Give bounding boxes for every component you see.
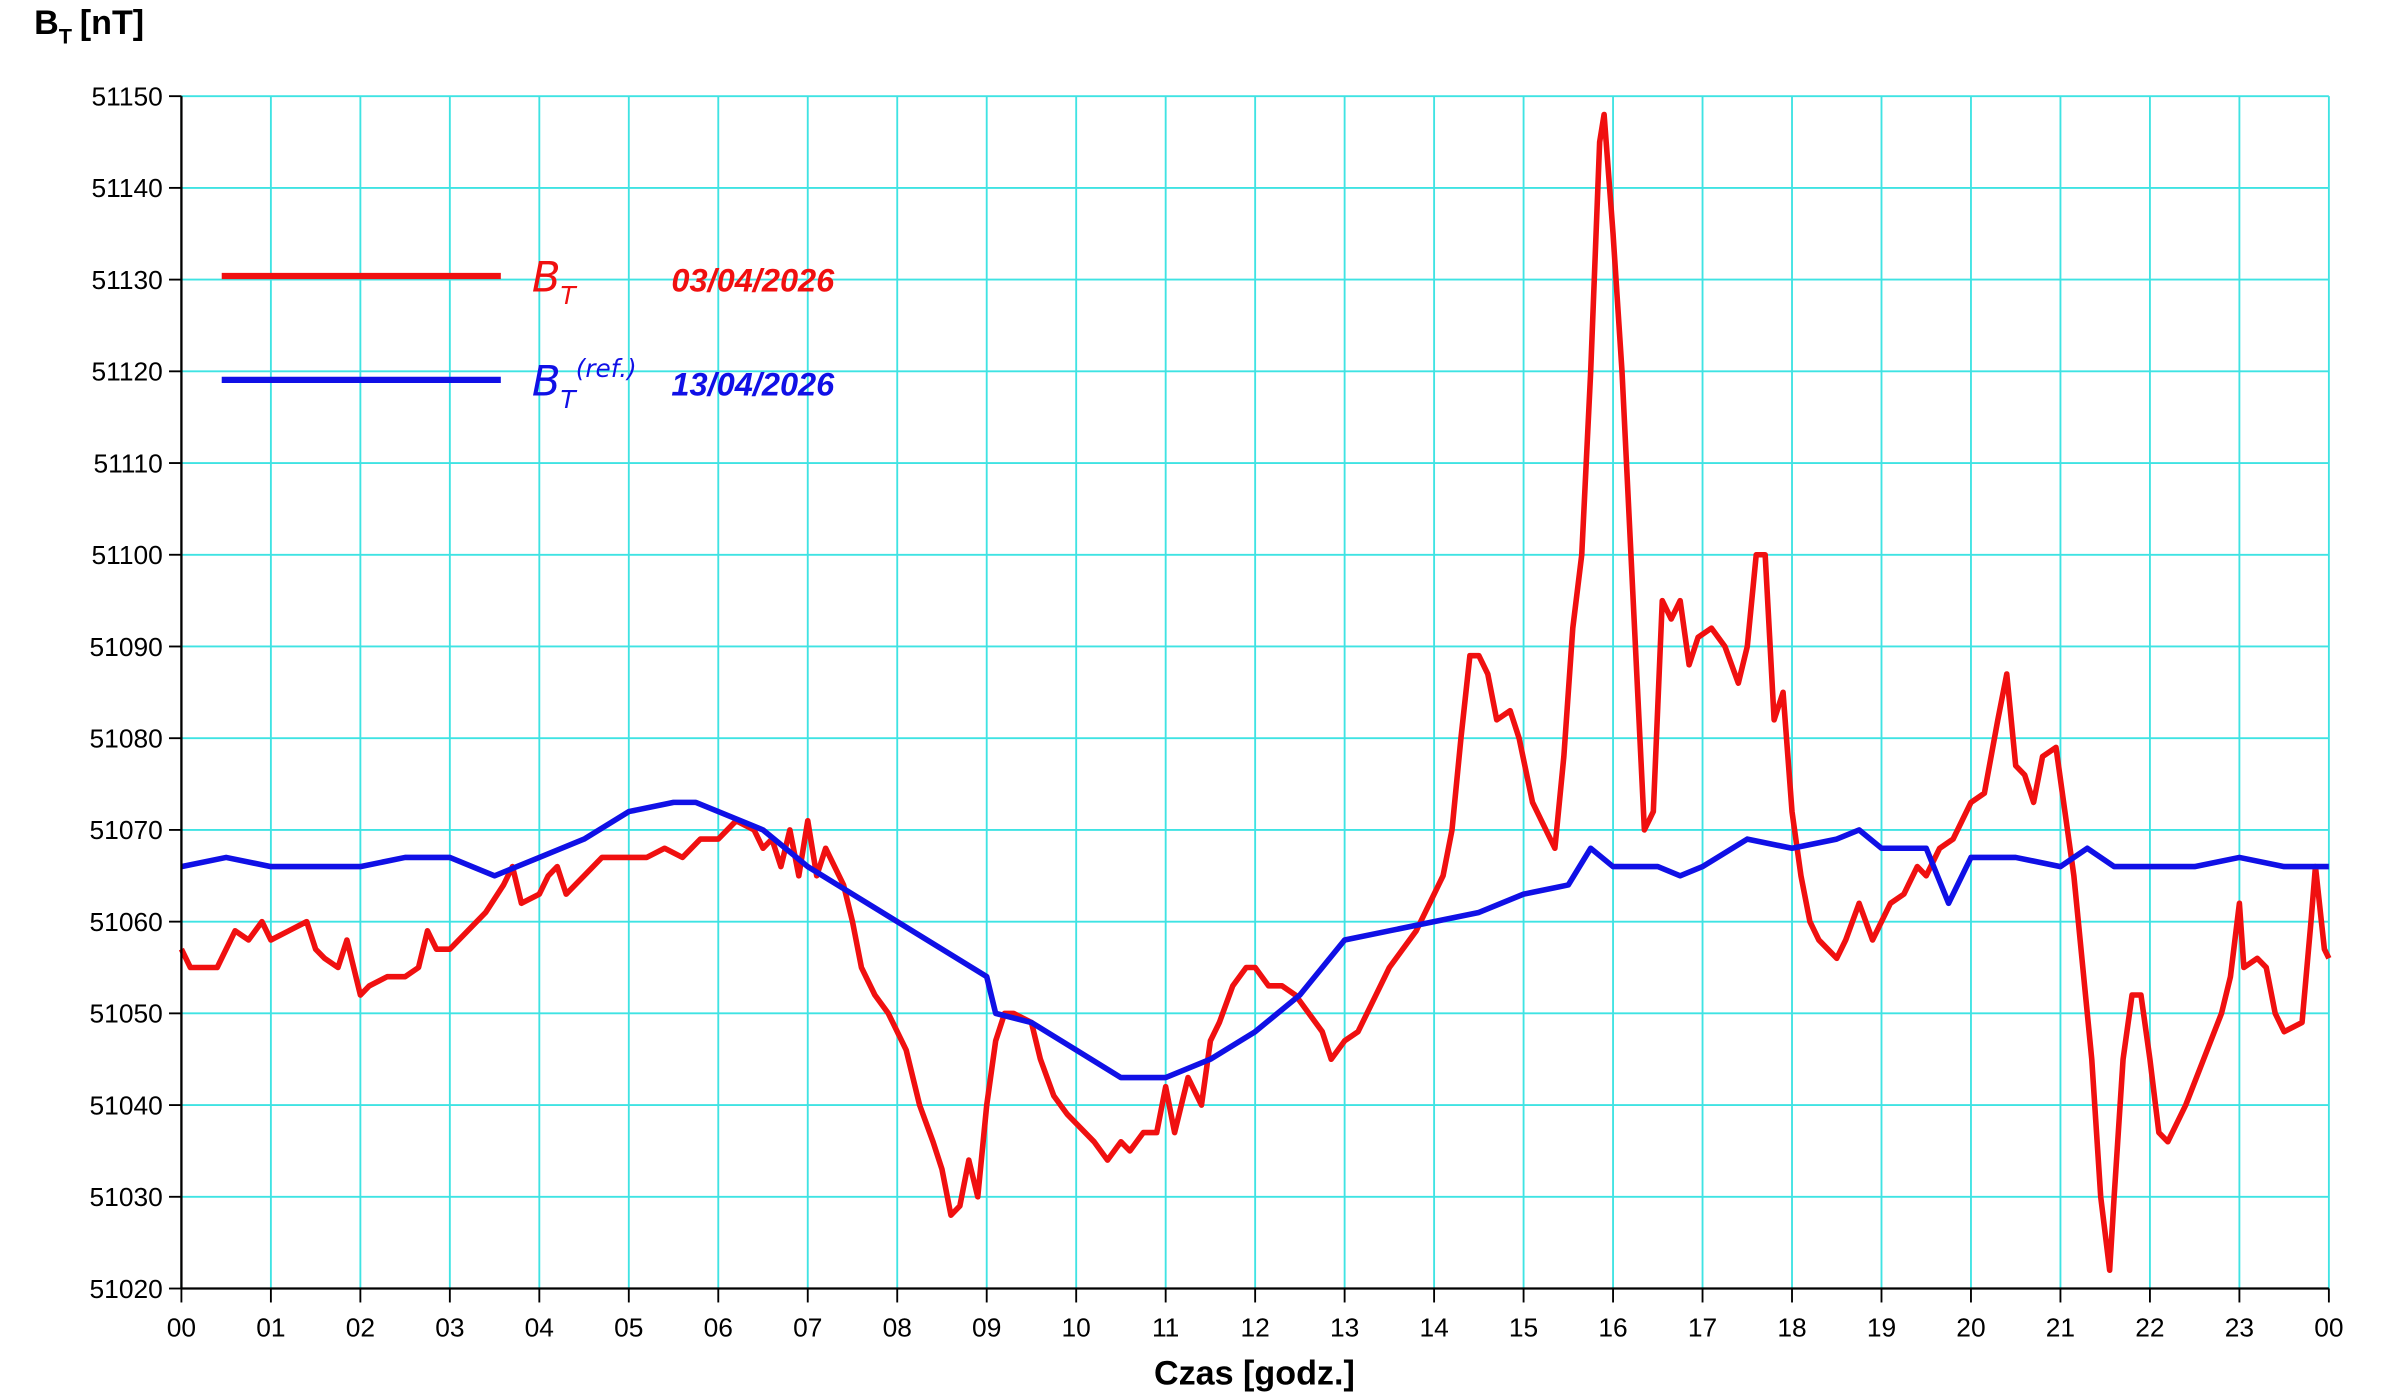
x-tick-label: 16 (1598, 1313, 1627, 1343)
y-tick-label: 51090 (90, 632, 163, 662)
x-tick-label: 07 (793, 1313, 822, 1343)
x-tick-label: 23 (2225, 1313, 2254, 1343)
axes: 51020 51030 51040 51050 51060 51070 51080 51090… (90, 81, 2344, 1342)
legend-label: BT(ref.) (532, 354, 637, 414)
x-tick-label: 08 (883, 1313, 912, 1343)
x-tick-label: 00 (2314, 1313, 2343, 1343)
y-tick-label: 51120 (91, 357, 162, 387)
x-tick-label: 20 (1956, 1313, 1985, 1343)
y-label-unit: [nT] (80, 4, 144, 42)
legend-name: B (532, 356, 561, 405)
x-tick-label: 19 (1867, 1313, 1896, 1343)
legend-date: 03/04/2026 (671, 263, 835, 299)
plot-lines (178, 111, 2332, 1273)
legend-name-sub: T (561, 281, 578, 310)
y-tick-label: 51100 (91, 540, 162, 570)
y-tick-label: 51110 (93, 448, 162, 478)
y-axis-label: BT [nT] (34, 4, 144, 48)
x-tick-label: 15 (1509, 1313, 1538, 1343)
x-axis-label: Czas [godz.] (1154, 1355, 1355, 1393)
x-tick-label: 05 (614, 1313, 643, 1343)
data-line (180, 799, 2329, 1081)
x-tick-label: 21 (2046, 1313, 2075, 1343)
grid (180, 95, 2330, 1290)
legend-name-sub: T (561, 385, 578, 414)
x-tick-label: 13 (1330, 1313, 1359, 1343)
x-tick-label: 22 (2135, 1313, 2164, 1343)
legend-name: B (532, 253, 561, 302)
y-tick-label: 51150 (91, 81, 162, 111)
x-tick-label: 03 (435, 1313, 464, 1343)
x-tick-label: 04 (525, 1313, 554, 1343)
y-tick-label: 51140 (91, 173, 162, 203)
y-tick-label: 51060 (90, 907, 163, 937)
x-tick-label: 09 (972, 1313, 1001, 1343)
y-tick-label: 51040 (90, 1090, 163, 1120)
x-tick-label: 10 (1062, 1313, 1091, 1343)
y-tick-label: 51030 (90, 1182, 163, 1212)
x-tick-label: 14 (1419, 1313, 1448, 1343)
y-tick-label: 51050 (90, 999, 163, 1029)
y-tick-label: 51130 (91, 265, 162, 295)
y-tick-label: 51020 (90, 1274, 163, 1304)
x-tick-label: 06 (704, 1313, 733, 1343)
x-tick-label: 01 (256, 1313, 285, 1343)
x-tick-label: 12 (1240, 1313, 1269, 1343)
legend-label: BT (532, 253, 578, 310)
legend-date: 13/04/2026 (671, 366, 835, 402)
x-tick-label: 17 (1688, 1313, 1717, 1343)
x-tick-label: 11 (1152, 1313, 1179, 1343)
y-tick-label: 51080 (90, 724, 163, 754)
x-tick-label: 02 (346, 1313, 375, 1343)
data-line (178, 111, 2332, 1273)
legend-name-sup: (ref.) (576, 354, 637, 383)
x-tick-label: 00 (167, 1313, 196, 1343)
x-tick-label: 18 (1777, 1313, 1806, 1343)
y-label-main: B (34, 4, 59, 42)
y-label-sub: T (59, 23, 73, 48)
y-tick-label: 51070 (90, 815, 163, 845)
